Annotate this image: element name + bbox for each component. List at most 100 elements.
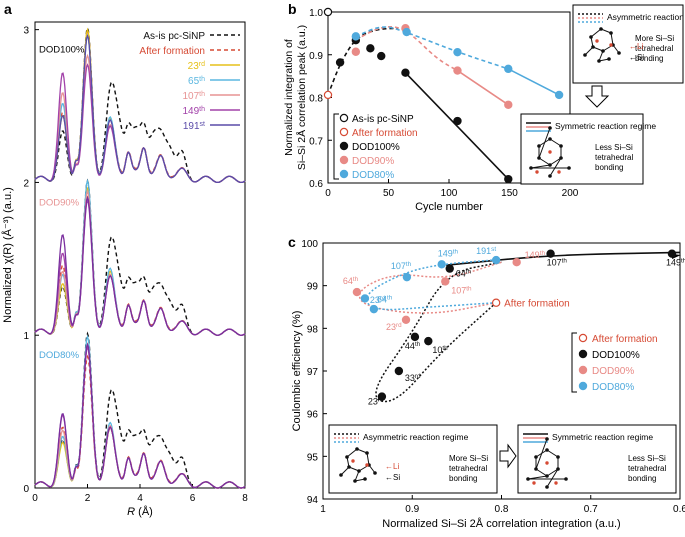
panel-c-point-dod80- bbox=[491, 255, 501, 265]
panel-b-guide-line bbox=[355, 26, 458, 72]
diagram-b-symmetric-caption: Less Si–Si bbox=[595, 143, 633, 152]
bond-line bbox=[538, 157, 551, 166]
panel-b-legend-label: DOD100% bbox=[352, 142, 400, 153]
si-atom bbox=[353, 479, 357, 483]
panel-a-legend-label: 23rd bbox=[188, 61, 205, 73]
panel-a-group-label: DOD100% bbox=[39, 45, 85, 56]
panel-c-ytick-label: 94 bbox=[307, 495, 319, 506]
panel-b-point-as-is-pc-sinp bbox=[323, 7, 333, 17]
panel-c-point-label: 64th bbox=[343, 276, 359, 287]
panel-a-legend-label: 107th bbox=[182, 91, 205, 103]
li-atom bbox=[557, 170, 561, 174]
si-atom bbox=[591, 45, 595, 49]
panel-a-ytick-label: 1 bbox=[23, 331, 29, 342]
diagram-b-symmetric-cluster bbox=[529, 126, 571, 178]
panel-c-legend-label: DOD80% bbox=[592, 382, 634, 393]
bond-line bbox=[535, 468, 548, 477]
diagram-b-symmetric-title: Symmetric reaction regime bbox=[555, 121, 656, 131]
panel-b-xlabel: Cycle number bbox=[415, 201, 483, 213]
panel-c-point-dod80- bbox=[402, 272, 412, 282]
li-atom bbox=[535, 170, 539, 174]
panel-c-ytick-label: 97 bbox=[307, 367, 319, 378]
panel-c-point-label: 33rd bbox=[405, 373, 421, 384]
panel-a-curve-191st bbox=[34, 195, 246, 336]
si-atom bbox=[567, 166, 571, 170]
panel-a-legend-label: 149th bbox=[182, 106, 205, 118]
diagram-c-asymmetric-title: Asymmetric reaction regime bbox=[363, 432, 469, 442]
diagram-b-symmetric-frame bbox=[520, 113, 644, 185]
panel-b-point-dod100- bbox=[366, 44, 375, 53]
li-atom bbox=[351, 459, 355, 463]
si-atom bbox=[529, 166, 533, 170]
diagram-b-symmetric-box: Symmetric reaction regime Less Si–Sitetra… bbox=[520, 113, 656, 185]
li-atom bbox=[545, 461, 549, 465]
si-atom bbox=[545, 485, 549, 489]
si-atom bbox=[559, 156, 563, 160]
si-atom bbox=[363, 477, 367, 481]
panel-a-ytick-label: 0 bbox=[23, 484, 29, 495]
diagram-c-symmetric-box: Symmetric reaction regime Less Si–Sitetra… bbox=[517, 424, 677, 494]
si-atom bbox=[548, 137, 552, 141]
panel-c-legend-label: DOD100% bbox=[592, 350, 640, 361]
bond-line bbox=[549, 157, 562, 177]
diagram-c-symmetric-caption: bonding bbox=[628, 474, 656, 483]
panel-a-legend-label: After formation bbox=[139, 46, 205, 57]
panel-b-guide-line bbox=[457, 69, 509, 106]
si-atom bbox=[583, 53, 587, 57]
panel-b-point-dod80- bbox=[351, 32, 361, 41]
panel-c-legend-marker bbox=[578, 365, 588, 375]
panel-b-point-dod100- bbox=[401, 68, 410, 77]
panel-c-point-dod80- bbox=[437, 260, 446, 269]
diagram-c-symmetric-caption: tetrahedral bbox=[628, 464, 666, 473]
panel-c-point-label: 44th bbox=[405, 340, 421, 351]
panel-b-legend-label: After formation bbox=[352, 128, 418, 139]
panel-b-guide-line bbox=[404, 72, 509, 180]
panel-c-legend-label: After formation bbox=[592, 334, 658, 345]
panel-b-point-dod90- bbox=[453, 66, 462, 75]
si-atom bbox=[545, 448, 549, 452]
si-atom bbox=[589, 35, 593, 39]
panel-c-xtick-label: 0.8 bbox=[495, 504, 509, 515]
panel-c-point-label: 149th bbox=[525, 250, 546, 261]
panel-b-ytick-label: 0.6 bbox=[309, 179, 323, 190]
panel-c-ytick-label: 95 bbox=[307, 452, 319, 463]
bond-line bbox=[590, 28, 602, 38]
panel-b-ytick-label: 0.7 bbox=[309, 136, 323, 147]
panel-c-point-dod100- bbox=[667, 249, 677, 258]
panel-c-point-dod100- bbox=[377, 392, 387, 401]
si-atom bbox=[607, 57, 611, 61]
panel-c-guide-line bbox=[375, 261, 502, 403]
bond-line bbox=[546, 468, 559, 477]
panel-c-point-label: 107th bbox=[391, 261, 412, 272]
panel-b-legend-marker bbox=[339, 169, 349, 179]
panel-b-legend-label: As-is pc-SiNP bbox=[352, 114, 414, 125]
bond-line bbox=[346, 448, 358, 458]
panel-c-point-label: 107th bbox=[451, 285, 472, 296]
panel-b-legend-bracket bbox=[333, 113, 339, 180]
panel-c-point-label: 64th bbox=[456, 268, 472, 279]
panel-c-legend-marker bbox=[578, 333, 588, 343]
si-atom bbox=[534, 467, 538, 471]
panel-c-point-label: 149th bbox=[438, 248, 459, 259]
diagram-c-symmetric-title: Symmetric reaction regime bbox=[552, 432, 653, 442]
diagram-c-asymmetric-box: Asymmetric reaction regime More Si–Sitetr… bbox=[328, 424, 498, 494]
panel-c-point-dod100- bbox=[410, 332, 420, 342]
bond-line bbox=[340, 466, 350, 476]
li-atom bbox=[595, 39, 599, 43]
diagram-b-asymmetric-caption: tetrahedral bbox=[635, 44, 673, 53]
diagram-c-asymmetric-caption: bonding bbox=[449, 474, 477, 483]
panel-c-point-label: 191st bbox=[476, 246, 496, 256]
diagram-b-asymmetric-caption: More Si–Si bbox=[635, 34, 674, 43]
li-atom bbox=[554, 481, 558, 485]
panel-a-xtick-label: 2 bbox=[85, 493, 91, 504]
panel-c-guide-line bbox=[358, 261, 502, 314]
panel-a-label: a bbox=[4, 1, 12, 17]
panel-b-xtick-label: 50 bbox=[383, 188, 395, 199]
diagram-c-arrow bbox=[499, 443, 517, 469]
panel-b-xtick-label: 150 bbox=[501, 188, 518, 199]
panel-c-ytick-label: 98 bbox=[307, 324, 319, 335]
panel-b-ytick-label: 0.8 bbox=[309, 94, 323, 105]
panel-b-point-dod100- bbox=[453, 116, 462, 126]
si-atom bbox=[534, 455, 538, 459]
